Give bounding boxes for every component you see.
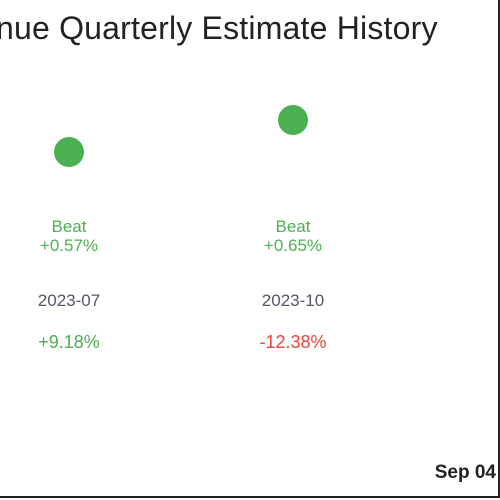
estimate-point (278, 105, 308, 135)
estimate-point (54, 137, 84, 167)
surprise-label: +0.65% (264, 236, 322, 255)
date-stamp: Sep 04 (434, 462, 496, 483)
chart-title: enue Quarterly Estimate History (0, 10, 438, 46)
change-label: -12.38% (259, 332, 326, 352)
quarter-label: 2023-10 (262, 291, 324, 310)
status-label: Beat (52, 217, 87, 236)
surprise-label: +0.57% (40, 236, 98, 255)
status-label: Beat (276, 217, 311, 236)
change-label: +9.18% (38, 332, 100, 352)
quarter-label: 2023-07 (38, 291, 100, 310)
